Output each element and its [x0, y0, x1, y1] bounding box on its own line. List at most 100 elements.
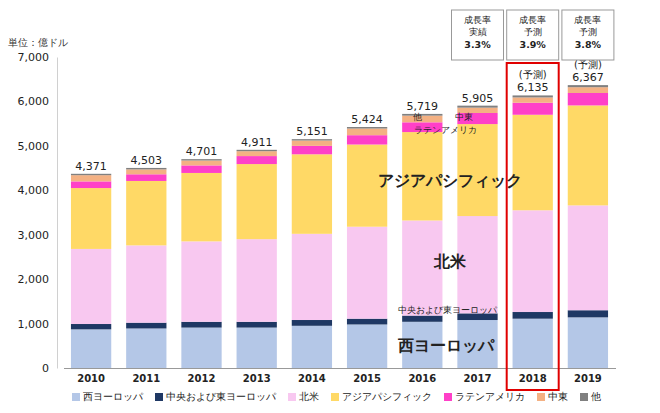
growth-rate: 3.9%	[520, 39, 547, 50]
tick-label: 2011	[132, 373, 160, 384]
tick: 2013	[243, 368, 271, 384]
legend-item: 中央および東ヨーロッパ	[155, 391, 277, 402]
tick: 2011	[132, 368, 160, 384]
bar-segment	[126, 169, 166, 174]
bar-segment	[237, 151, 277, 156]
bar-segment	[181, 159, 221, 160]
x-axis: 2010201120122013201420152016201720182019	[64, 368, 616, 384]
tick-label: 2016	[408, 373, 436, 384]
bar-segment	[292, 320, 332, 326]
growth-rate: 3.3%	[464, 39, 491, 50]
bar-segment	[513, 210, 553, 312]
tick: 2010	[77, 368, 105, 384]
legend-label: 中東	[548, 391, 568, 402]
tick: 2016	[408, 368, 436, 384]
tick: 5,000	[18, 140, 58, 153]
series-label: 他	[413, 112, 422, 122]
series	[71, 105, 608, 249]
bar-segment	[568, 317, 608, 368]
legend-label: 北米	[299, 391, 319, 402]
bar-segment	[347, 135, 387, 144]
highlight-box	[507, 63, 559, 390]
total-note: (予測)	[519, 69, 547, 80]
growth-text: 成長率	[464, 15, 491, 25]
bar-segment	[292, 326, 332, 368]
bar-segment	[292, 234, 332, 320]
tick: 2014	[298, 368, 326, 384]
total-label: 5,719	[407, 100, 439, 113]
tick: 1,000	[18, 318, 58, 331]
bar-segment	[181, 173, 221, 241]
series-label: ラテンアメリカ	[414, 125, 477, 135]
growth-text: 成長率	[574, 15, 601, 25]
growth-rate: 3.8%	[575, 39, 602, 50]
inline-labels: 西ヨーロッパ中央および東ヨーロッパ北米アジアパシフィックラテンアメリカ中東他	[378, 112, 522, 355]
bar-segment	[126, 181, 166, 245]
total-labels: 4,3714,5034,7014,9115,1515,4245,7195,905…	[75, 59, 603, 173]
legend-item: アジアパシフィック	[331, 391, 432, 402]
bar-segment	[292, 154, 332, 234]
bar-segment	[126, 323, 166, 329]
series-label: 中東	[455, 112, 473, 122]
bar-segment	[292, 146, 332, 154]
bar-segment	[126, 245, 166, 322]
total-label: 5,905	[462, 92, 494, 105]
series	[71, 85, 608, 175]
unit-label: 単位：億ドル	[8, 37, 68, 48]
bar-segment	[568, 93, 608, 105]
bar-segment	[237, 150, 277, 151]
axis-line	[57, 58, 58, 369]
tick-label: 7,000	[18, 51, 50, 64]
bar-segment	[347, 127, 387, 129]
total-label: 5,151	[296, 125, 328, 138]
chart: 単位：億ドル 0 1,000 2,000 3,000 4,000 5,000 6,000 7,0…	[0, 0, 660, 413]
legend-swatch	[288, 393, 296, 401]
growth-text: 成長率	[519, 15, 546, 25]
growth-text: 実績	[469, 27, 487, 37]
bar-segment	[457, 106, 497, 108]
bar-segment	[568, 205, 608, 310]
tick-label: 1,000	[18, 318, 50, 331]
legend-label: ラテンアメリカ	[455, 391, 525, 402]
legend-item: ラテンアメリカ	[444, 391, 525, 402]
legend-swatch	[155, 393, 163, 401]
bar-segment	[402, 316, 442, 322]
bar-segment	[292, 139, 332, 140]
legend-item: 中東	[537, 391, 568, 402]
series-label: 西ヨーロッパ	[397, 336, 495, 355]
tick: 2018	[519, 368, 547, 384]
tick-label: 2017	[464, 373, 492, 384]
tick: 4,000	[18, 184, 58, 197]
growth-box	[452, 10, 504, 60]
legend-swatch	[580, 393, 588, 401]
bar-segment	[237, 239, 277, 322]
total-label: 4,911	[241, 136, 273, 149]
bar-segment	[237, 322, 277, 328]
series	[71, 93, 608, 188]
tick: 2,000	[18, 273, 58, 286]
legend-swatch	[537, 393, 545, 401]
legend-label: 中央および東ヨーロッパ	[166, 391, 277, 402]
tick: 6,000	[18, 95, 58, 108]
series	[71, 317, 608, 368]
legend-swatch	[72, 393, 80, 401]
bar-segment	[181, 322, 221, 328]
tick-label: 3,000	[18, 229, 50, 242]
bar-segment	[568, 105, 608, 205]
bar-segment	[181, 161, 221, 166]
tick-label: 2014	[298, 373, 326, 384]
bar-segment	[513, 312, 553, 319]
legend-item: 北米	[288, 391, 319, 402]
bar-segment	[126, 328, 166, 368]
legend-item: 他	[580, 391, 601, 402]
tick-label: 2,000	[18, 273, 50, 286]
tick: 0	[42, 362, 57, 375]
bar-segment	[237, 328, 277, 368]
legend: 西ヨーロッパ 中央および東ヨーロッパ 北米 アジアパシフィック ラテンアメリカ 中東 他	[72, 391, 601, 402]
bar-segment	[71, 324, 111, 329]
tick-label: 2019	[574, 373, 602, 384]
bar-segment	[71, 329, 111, 368]
bar-segment	[513, 95, 553, 97]
legend-item: 西ヨーロッパ	[72, 391, 144, 402]
total-label: 4,701	[186, 145, 218, 158]
